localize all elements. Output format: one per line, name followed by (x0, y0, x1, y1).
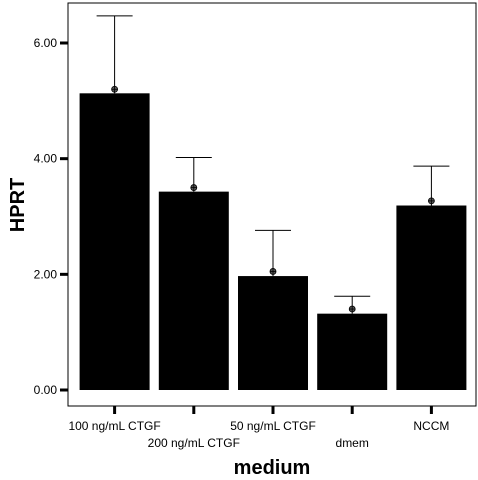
y-axis-title: HPRT (7, 178, 29, 232)
bar (79, 93, 150, 390)
bar (238, 276, 308, 390)
y-tick-label: 2.00 (34, 267, 58, 281)
bar (317, 313, 388, 390)
x-tick-label: 100 ng/mL CTGF (68, 419, 160, 433)
bars-group (79, 93, 467, 390)
x-tick-label: 200 ng/mL CTGF (148, 436, 240, 450)
x-axis-title: medium (234, 457, 311, 479)
y-tick-label: 4.00 (34, 152, 58, 166)
y-tick-label: 0.00 (34, 383, 58, 397)
x-tick-label: NCCM (413, 419, 449, 433)
error-bars-group (96, 15, 450, 314)
bar (158, 191, 229, 390)
y-axis-ticks: 0.00 2.00 4.00 6.00 (34, 36, 68, 397)
x-tick-label: dmem (336, 436, 369, 450)
y-tick-label: 6.00 (34, 36, 58, 50)
bar (396, 205, 467, 390)
x-tick-label: 50 ng/mL CTGF (230, 419, 316, 433)
x-axis-ticks: 100 ng/mL CTGF 200 ng/mL CTGF 50 ng/mL CTG… (68, 406, 449, 450)
